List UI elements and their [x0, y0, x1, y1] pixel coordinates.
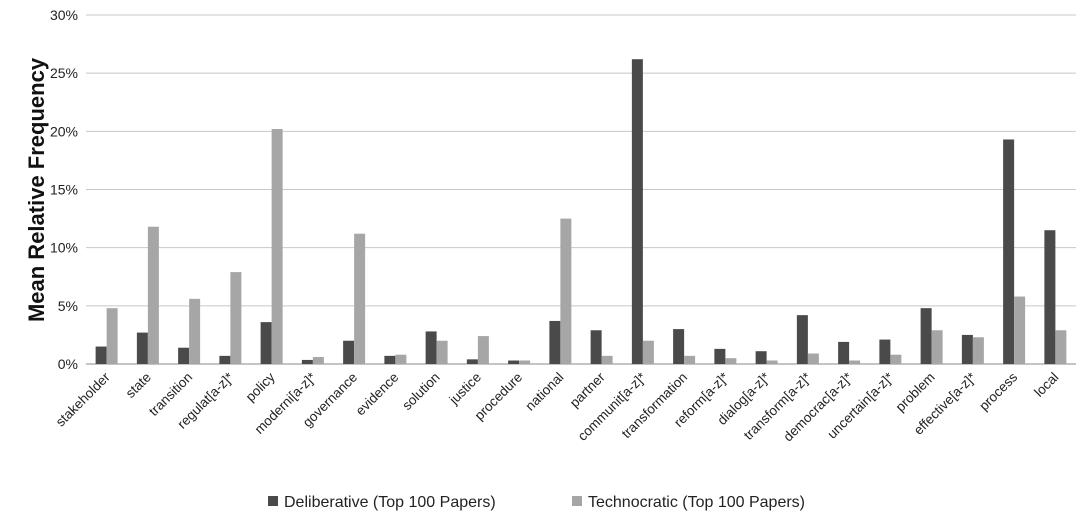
x-tick-label: partner — [567, 369, 608, 410]
bar-technocratic — [189, 298, 201, 364]
bar-deliberative — [466, 359, 478, 364]
x-tick-label: national — [522, 370, 566, 414]
bar-deliberative — [714, 348, 726, 364]
bar-technocratic — [354, 233, 366, 364]
x-tick-label: local — [1031, 370, 1061, 400]
bar-deliberative — [508, 360, 520, 364]
bar-deliberative — [219, 355, 231, 364]
x-tick-label: solution — [399, 370, 443, 414]
y-axis-label: Mean Relative Frequency — [24, 57, 49, 322]
bar-deliberative — [838, 341, 850, 364]
y-tick-label: 0% — [58, 356, 78, 372]
bar-technocratic — [395, 354, 407, 364]
bar-deliberative — [755, 351, 767, 364]
y-tick-label: 15% — [50, 182, 78, 198]
y-tick-label: 20% — [50, 123, 78, 139]
y-tick-label: 10% — [50, 240, 78, 256]
bar-technocratic — [271, 129, 283, 364]
bar-deliberative — [95, 346, 107, 364]
bar-technocratic — [436, 340, 448, 364]
bar-deliberative — [549, 320, 561, 364]
bar-deliberative — [1003, 139, 1015, 364]
bar-technocratic — [766, 360, 778, 364]
legend-label-technocratic: Technocratic (Top 100 Papers) — [588, 494, 805, 511]
x-tick-label: stakeholder — [53, 369, 113, 429]
bar-deliberative — [260, 322, 272, 364]
bar-technocratic — [931, 330, 943, 364]
bar-technocratic — [890, 354, 902, 364]
bar-technocratic — [147, 226, 159, 364]
bar-deliberative — [673, 329, 685, 364]
bar-deliberative — [136, 332, 148, 364]
bar-deliberative — [343, 340, 355, 364]
bar-technocratic — [230, 272, 242, 364]
bar-technocratic — [560, 218, 572, 364]
x-tick-label: state — [123, 370, 154, 401]
legend-label-deliberative: Deliberative (Top 100 Papers) — [284, 494, 496, 511]
bar-technocratic — [684, 355, 696, 364]
bar-technocratic — [312, 357, 324, 364]
bar-deliberative — [590, 330, 602, 364]
bar-technocratic — [972, 337, 984, 364]
y-tick-label: 30% — [50, 7, 78, 23]
x-tick-label: policy — [243, 369, 278, 404]
x-tick-label: justice — [446, 370, 484, 408]
bar-technocratic — [601, 355, 613, 364]
bar-deliberative — [961, 334, 973, 364]
bar-deliberative — [1044, 230, 1056, 364]
bar-technocratic — [477, 336, 489, 364]
bar-technocratic — [849, 360, 861, 364]
bar-technocratic — [1055, 330, 1067, 364]
bar-technocratic — [725, 358, 737, 364]
bar-deliberative — [631, 59, 643, 364]
legend-swatch-technocratic — [572, 496, 582, 506]
bar-deliberative — [920, 308, 932, 364]
bar-deliberative — [384, 355, 396, 364]
bar-technocratic — [519, 360, 531, 364]
y-tick-label: 5% — [58, 298, 78, 314]
y-tick-label: 25% — [50, 65, 78, 81]
bar-deliberative — [178, 347, 190, 364]
bars — [95, 59, 1067, 364]
bar-deliberative — [301, 359, 313, 364]
legend: Deliberative (Top 100 Papers) Technocrat… — [268, 494, 805, 511]
bar-deliberative — [796, 315, 808, 364]
bar-deliberative — [425, 331, 437, 364]
gridlines — [86, 14, 1076, 365]
bar-deliberative — [879, 339, 891, 364]
y-axis-ticks: 0% 5% 10% 15% 20% 25% 30% — [50, 7, 78, 372]
bar-technocratic — [106, 308, 118, 364]
bar-technocratic — [1014, 296, 1026, 364]
legend-swatch-deliberative — [268, 496, 278, 506]
x-tick-label: evidence — [353, 370, 402, 419]
bar-technocratic — [642, 340, 654, 364]
bar-technocratic — [807, 353, 819, 364]
x-tick-label: process — [976, 369, 1020, 413]
